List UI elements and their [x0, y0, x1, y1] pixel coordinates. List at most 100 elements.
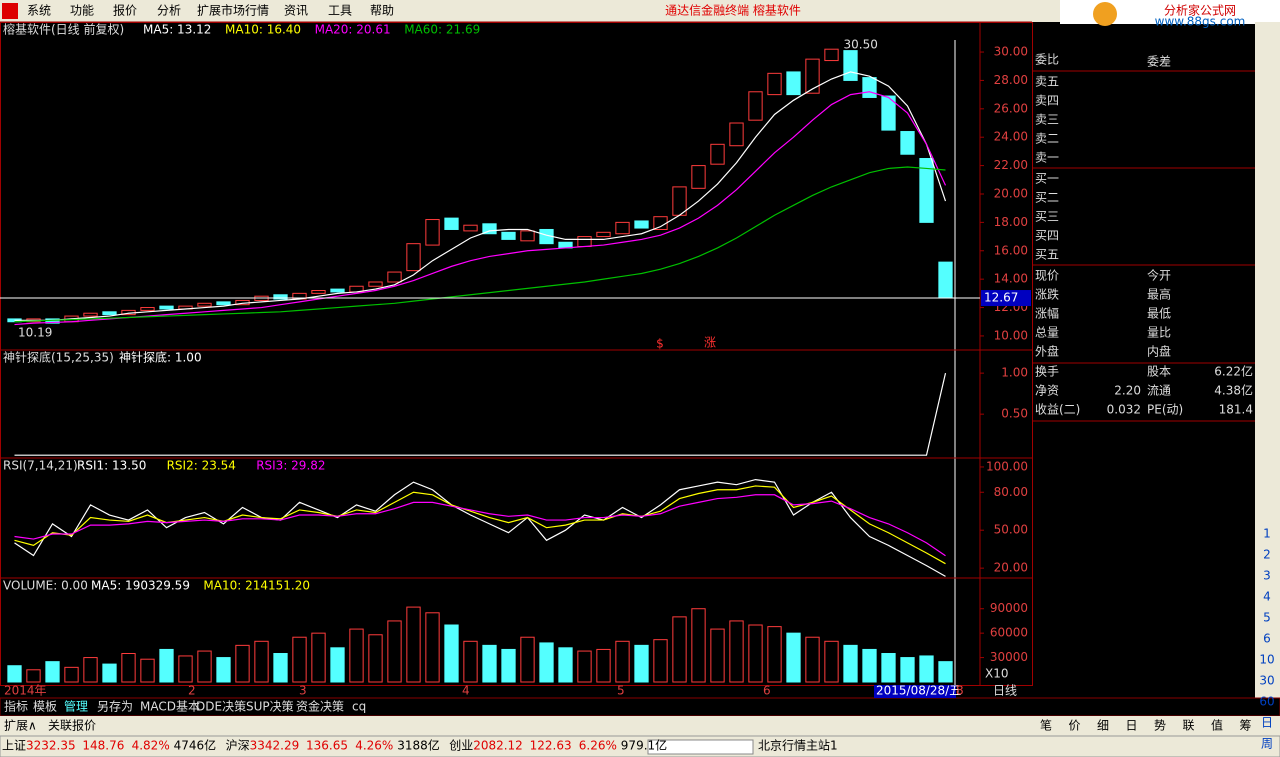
toolbar-item[interactable]: 10 — [1259, 653, 1274, 667]
lower-tab[interactable]: 关联报价 — [48, 718, 96, 733]
volume-bar — [843, 644, 858, 683]
candle — [767, 72, 782, 96]
toolbar-item[interactable]: 2 — [1263, 548, 1271, 562]
quote-label: 今开 — [1147, 268, 1171, 283]
toolbar-item[interactable]: 周 — [1261, 737, 1273, 751]
date-label: 6 — [763, 684, 771, 698]
tab[interactable]: 资金决策 — [296, 699, 344, 714]
candle — [653, 216, 668, 230]
status-amount: 4746亿 — [174, 738, 217, 753]
candle — [482, 223, 497, 235]
side-tab[interactable]: 势 — [1154, 719, 1166, 733]
date-label: 3 — [299, 684, 307, 698]
signal: 涨 — [704, 335, 716, 350]
y-tick-label: 50.00 — [994, 523, 1028, 537]
app-icon — [2, 3, 18, 19]
menu-item[interactable]: 分析 — [157, 4, 181, 18]
toolbar-item[interactable]: 3 — [1263, 569, 1271, 583]
status-value: 4.26% — [355, 739, 393, 753]
menu-item[interactable]: 功能 — [70, 4, 94, 18]
lower-tab[interactable]: 扩展∧ — [4, 719, 37, 733]
candle — [425, 219, 440, 246]
quote-label: 卖二 — [1035, 132, 1059, 146]
side-tab[interactable]: 值 — [1211, 718, 1223, 733]
status-value: 6.26% — [579, 739, 617, 753]
volume-bar — [311, 632, 326, 683]
legend-entry: MA60: 21.69 — [404, 23, 480, 37]
volume-bar — [482, 644, 497, 683]
quote-label: 买二 — [1035, 191, 1059, 205]
tab[interactable]: 管理 — [64, 699, 88, 714]
tab[interactable]: 另存为 — [97, 700, 133, 714]
candle — [83, 312, 98, 317]
quote-label: 外盘 — [1035, 344, 1059, 359]
y-tick-label: 30.00 — [994, 45, 1028, 59]
toolbar-item[interactable]: 60 — [1259, 695, 1274, 709]
quote-value: 0.032 — [1107, 403, 1141, 417]
toolbar-item[interactable]: 日 — [1261, 716, 1273, 730]
menu-item[interactable]: 资讯 — [284, 4, 308, 18]
legend-entry: MA20: 20.61 — [315, 23, 391, 37]
tab[interactable]: MACD基本 — [140, 700, 200, 714]
side-tab[interactable]: 笔 — [1040, 718, 1052, 733]
legend-entry: MA10: 214151.20 — [203, 579, 310, 593]
volume-bar — [938, 661, 953, 683]
toolbar-item[interactable]: 4 — [1263, 590, 1271, 604]
candle — [140, 307, 155, 311]
tab[interactable]: cq — [352, 700, 366, 714]
candle — [463, 224, 478, 232]
volume-bar — [64, 666, 79, 683]
side-tab[interactable]: 细 — [1097, 719, 1109, 733]
volume-bar — [406, 606, 421, 683]
toolbar-item[interactable]: 1 — [1263, 527, 1271, 541]
period: 日线 — [993, 684, 1017, 698]
tab[interactable]: DDE决策 — [196, 700, 246, 714]
status-name: 创业 — [449, 739, 473, 753]
tab[interactable]: 模板 — [33, 700, 57, 714]
side-tab[interactable]: 联 — [1182, 719, 1194, 733]
candle — [729, 122, 744, 147]
y-tick-label: 16.00 — [994, 243, 1028, 257]
candle — [406, 243, 421, 272]
side-tab[interactable]: 日 — [1125, 719, 1137, 733]
candle — [805, 58, 820, 94]
volume-bar — [881, 653, 896, 683]
status-value: 3342.29 — [250, 739, 300, 753]
quote-value: 181.4 — [1219, 403, 1253, 417]
right-toolbar — [1255, 22, 1280, 737]
quote-label: 卖三 — [1035, 113, 1059, 127]
status-value: 3232.35 — [26, 739, 76, 753]
volume-bar — [691, 608, 706, 683]
date-label: 2014年 — [4, 684, 47, 698]
tab[interactable]: 指标 — [4, 699, 28, 714]
toolbar-item[interactable]: 6 — [1263, 632, 1271, 646]
y-tick-label: 20.00 — [994, 561, 1028, 575]
side-tab[interactable]: 筹 — [1239, 719, 1251, 733]
candle — [216, 301, 231, 306]
candle — [691, 165, 706, 189]
tab[interactable]: SUP决策 — [246, 700, 294, 714]
candle — [387, 271, 402, 283]
panel-title: 榕基软件(日线 前复权) — [3, 22, 124, 37]
quote-label: 买一 — [1035, 172, 1059, 186]
y-tick-label: 28.00 — [994, 73, 1028, 87]
candle — [577, 236, 592, 248]
menu-item[interactable]: 工具 — [328, 4, 352, 18]
candle — [330, 288, 345, 293]
menu-item[interactable]: 扩展市场行情 — [197, 3, 269, 18]
toolbar-item[interactable]: 30 — [1259, 674, 1274, 688]
quote-label: 内盘 — [1147, 344, 1171, 359]
volume-bar — [444, 624, 459, 683]
menu-item[interactable]: 系统 — [27, 4, 51, 18]
menu-item[interactable]: 报价 — [113, 3, 137, 18]
quote-label: 最高 — [1147, 287, 1171, 302]
toolbar-item[interactable]: 5 — [1263, 611, 1271, 625]
candle — [900, 131, 915, 155]
candle — [368, 281, 383, 287]
side-tab[interactable]: 价 — [1068, 719, 1080, 733]
quote-label: 卖五 — [1035, 75, 1059, 89]
volume-bar — [729, 620, 744, 683]
menu-item[interactable]: 帮助 — [370, 4, 394, 18]
candle — [197, 302, 212, 307]
